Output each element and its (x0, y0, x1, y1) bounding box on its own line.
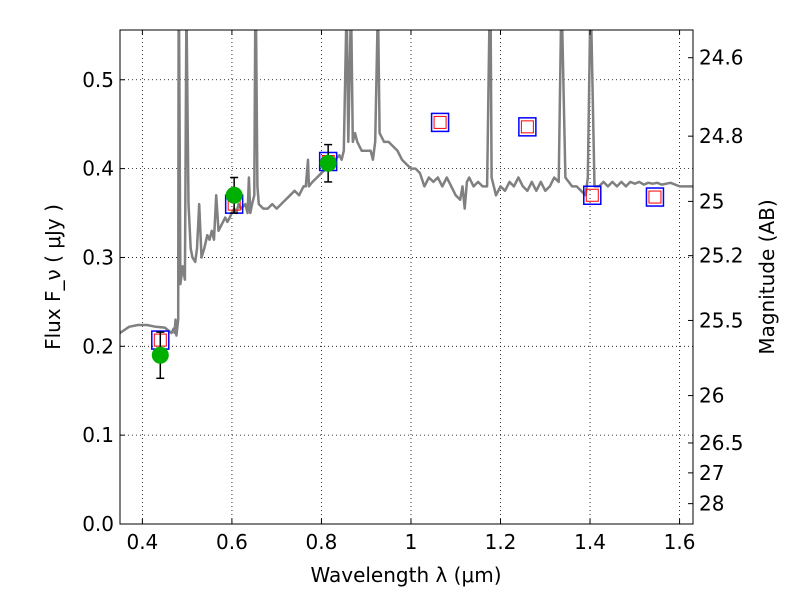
x-tick-label: 1.2 (485, 530, 517, 554)
model-photometry-square (518, 117, 537, 137)
ticks: 0.4 0.6 0.8 1 1.2 1.4 1.6 0.0 0.1 0.2 0.3 0.4 0.5 24.… (82, 30, 744, 554)
y-tick-label: 0.2 (82, 334, 114, 358)
model-photometry-square (583, 185, 602, 206)
observed-flux-point (225, 186, 243, 204)
y-axis-label: Flux F_ν ( μJy ) (41, 204, 65, 350)
x-tick-label: 1 (405, 530, 418, 554)
x-tick-label: 0.8 (306, 530, 338, 554)
axes-frame (119, 29, 694, 525)
x-tick-label: 0.4 (126, 530, 158, 554)
model-photometry-inner-square (433, 115, 447, 129)
y-tick-label: 0.3 (82, 245, 114, 269)
right-tick-label: 25.5 (699, 308, 744, 332)
plot-area (120, 30, 693, 380)
model-spectrum-line (120, 30, 693, 337)
y-tick-label: 0.1 (82, 423, 114, 447)
model-photometry-inner-square (648, 190, 662, 204)
right-tick-label: 24.8 (699, 124, 744, 148)
y-tick-label: 0.0 (82, 512, 114, 536)
right-tick-label: 25.2 (699, 244, 744, 268)
model-photometry-square (645, 187, 665, 207)
y-tick-label: 0.4 (82, 157, 114, 181)
x-tick-label: 1.4 (574, 530, 606, 554)
model-photometry-inner-square (585, 188, 599, 202)
model-photometry-square (430, 112, 450, 133)
x-axis-label: Wavelength λ (μm) (310, 563, 501, 587)
observed-flux-point (319, 154, 337, 172)
x-tick-label: 0.6 (216, 530, 248, 554)
right-tick-label: 26.5 (699, 431, 744, 455)
grid (120, 30, 693, 525)
x-tick-label: 1.6 (664, 530, 696, 554)
right-tick-label: 27 (699, 461, 724, 485)
y-tick-label: 0.5 (82, 68, 114, 92)
right-axis-label: Magnitude (AB) (755, 199, 779, 354)
observed-flux-point (151, 346, 169, 364)
model-photometry-inner-square (520, 120, 534, 134)
right-tick-label: 26 (699, 384, 724, 408)
right-tick-label: 28 (699, 492, 724, 516)
right-tick-label: 24.6 (699, 46, 744, 70)
right-tick-label: 25 (699, 189, 724, 213)
